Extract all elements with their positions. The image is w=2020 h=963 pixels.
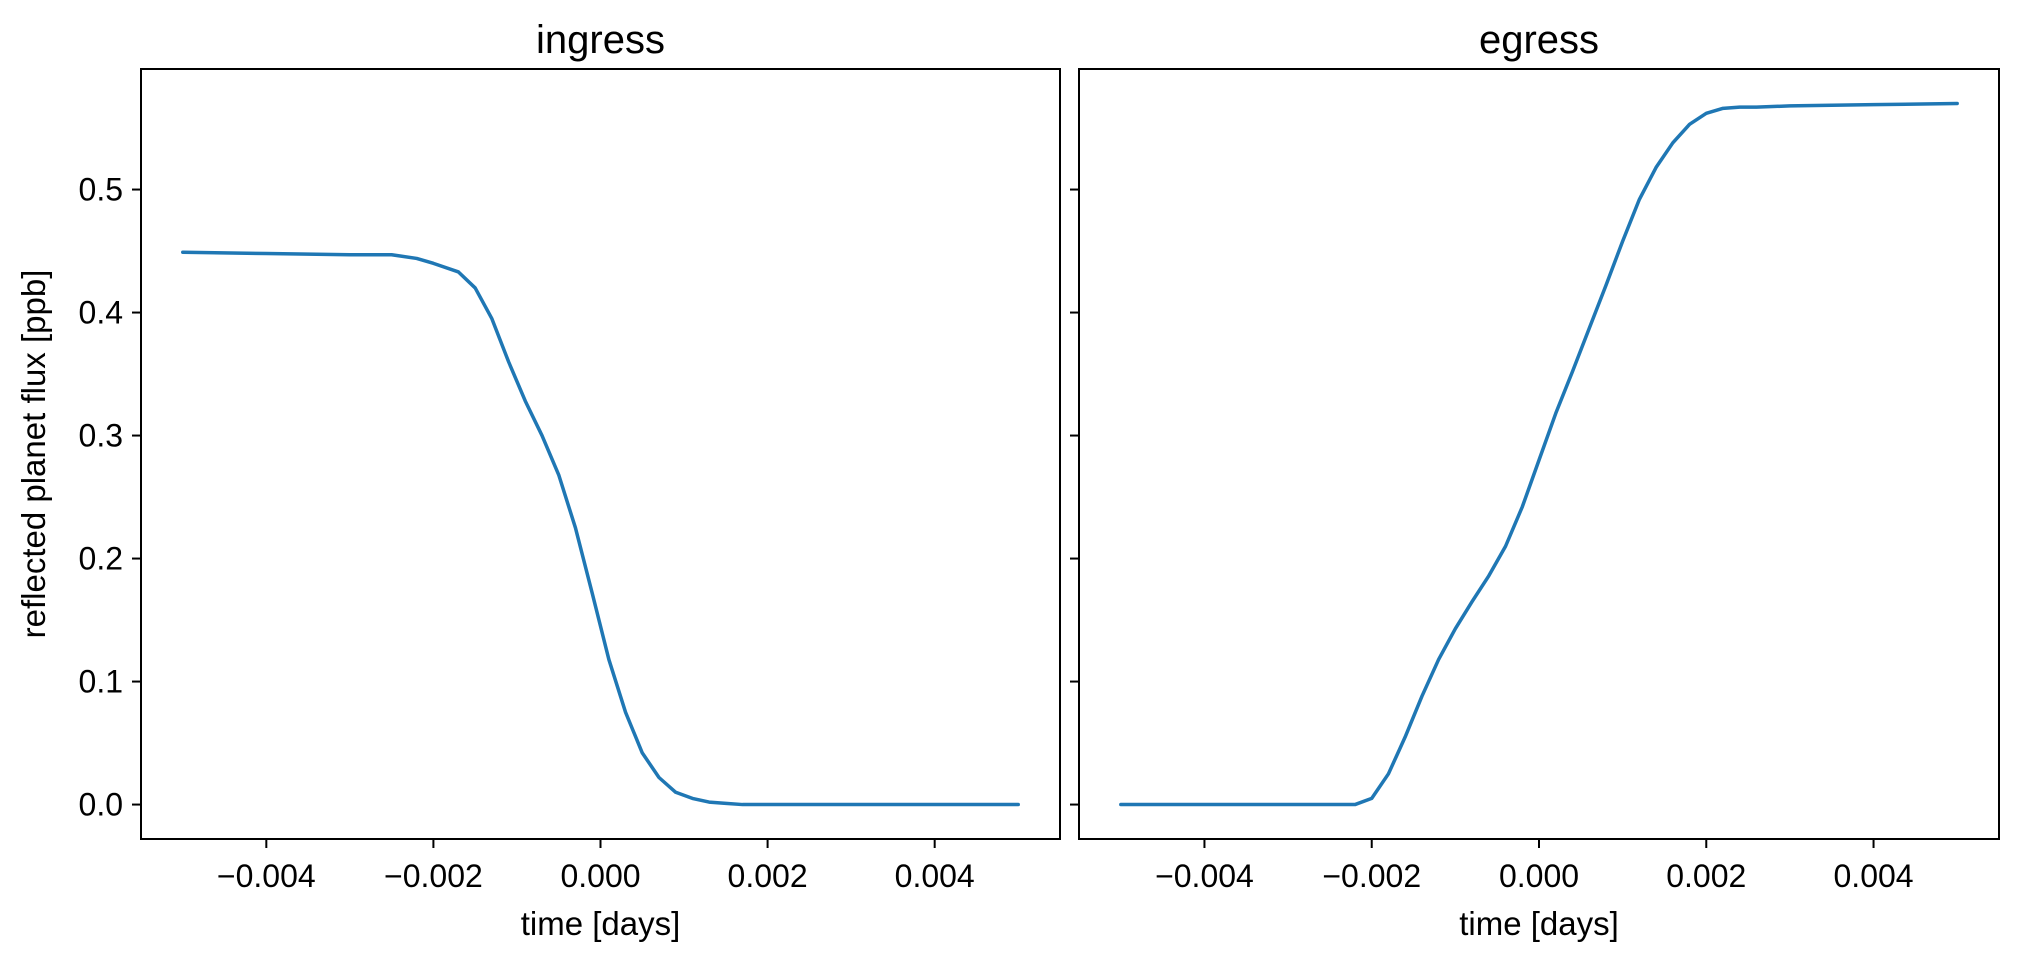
y-tick-label: 0.0 bbox=[79, 787, 123, 823]
axes-frame bbox=[140, 68, 1061, 840]
x-tick-label: −0.004 bbox=[217, 858, 316, 894]
y-tick-label: 0.4 bbox=[79, 295, 123, 331]
x-tick-label: 0.004 bbox=[1834, 858, 1914, 894]
y-tick-label: 0.2 bbox=[79, 541, 123, 577]
x-tick-label: 0.000 bbox=[560, 858, 640, 894]
series-line-0 bbox=[181, 250, 1020, 807]
y-tick-label: 0.3 bbox=[79, 418, 123, 454]
axes-frame bbox=[1078, 68, 2000, 840]
series-line-0 bbox=[1119, 101, 1959, 807]
x-tick-label: 0.002 bbox=[1666, 858, 1746, 894]
y-tick-label: 0.5 bbox=[79, 172, 123, 208]
x-tick-label: 0.000 bbox=[1499, 858, 1579, 894]
panel-ingress: ingress −0.004 −0.002 0.000 0.002 0.004 0.0 0.1… bbox=[15, 18, 1061, 942]
panel-egress: egress −0.004 −0.002 0.000 0.002 0.004 time [d… bbox=[1070, 18, 2000, 942]
y-tick-label: 0.1 bbox=[79, 664, 123, 700]
y-axis-label: reflected planet flux [ppb] bbox=[15, 270, 52, 639]
x-tick-label: 0.002 bbox=[728, 858, 808, 894]
x-tick-label: 0.004 bbox=[895, 858, 975, 894]
chart-title: ingress bbox=[536, 18, 665, 62]
x-axis-label: time [days] bbox=[1459, 905, 1619, 942]
x-axis-label: time [days] bbox=[521, 905, 681, 942]
chart-title: egress bbox=[1479, 18, 1599, 62]
x-tick-label: −0.002 bbox=[384, 858, 483, 894]
x-tick-label: −0.004 bbox=[1155, 858, 1254, 894]
x-tick-label: −0.002 bbox=[1322, 858, 1421, 894]
